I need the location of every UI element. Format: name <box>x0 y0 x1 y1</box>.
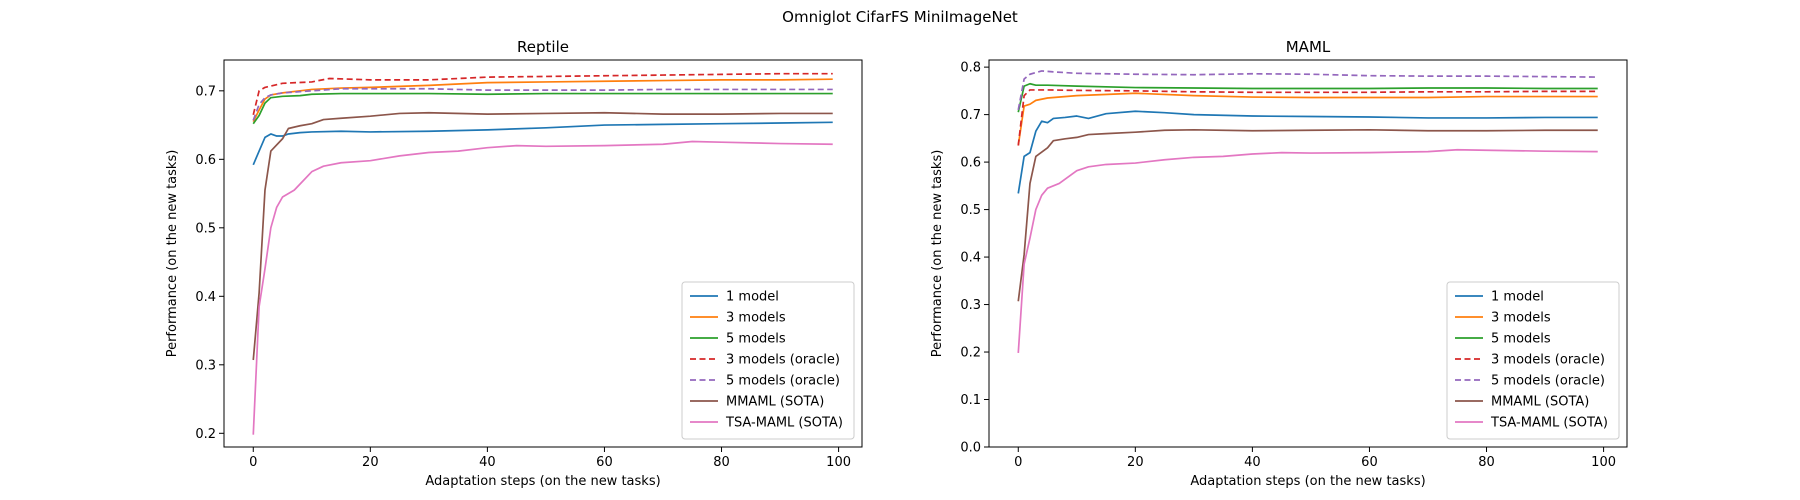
legend-label-6: TSA-MAML (SOTA) <box>725 416 843 431</box>
series-line-1 <box>252 78 833 123</box>
series-line-2 <box>1017 82 1598 113</box>
y-tick-label: 0.4 <box>960 251 981 266</box>
x-tick-label: 80 <box>713 455 730 470</box>
maml-panel: MAML 0 20 40 60 80 100 0.0 0.1 0.2 0.3 0.4 0.5 0.6 0.7… <box>930 38 1628 489</box>
x-tick-label: 0 <box>249 455 257 470</box>
x-tick-label: 40 <box>479 455 496 470</box>
legend-box <box>681 281 855 440</box>
series-line-5 <box>1017 128 1598 302</box>
x-tick-label: 60 <box>596 455 613 470</box>
legend-label-5: MMAML (SOTA) <box>1491 395 1589 410</box>
y-tick-label: 0.5 <box>195 221 216 236</box>
legend: 1 model 3 models 5 models 3 models (oracle)… <box>1446 281 1620 440</box>
y-axis-label: Performance (on the new tasks) <box>165 150 180 358</box>
legend: 1 model 3 models 5 models 3 models (oracle)… <box>681 281 855 440</box>
series-line-3 <box>252 72 833 116</box>
legend-label-2: 5 models <box>726 332 786 347</box>
series-line-0 <box>252 121 833 166</box>
series-line-2 <box>252 92 833 125</box>
legend-label-5: MMAML (SOTA) <box>726 395 824 410</box>
y-tick-label: 0.8 <box>960 61 981 76</box>
y-tick-label: 0.2 <box>195 427 216 442</box>
panel-title: MAML <box>1286 38 1331 56</box>
y-tick-label: 0.4 <box>195 290 216 305</box>
y-tick-label: 0.2 <box>960 346 981 361</box>
plot-frame <box>988 59 1628 448</box>
x-tick-label: 40 <box>1244 455 1261 470</box>
legend-label-3: 3 models (oracle) <box>1491 353 1605 368</box>
x-tick-label: 0 <box>1014 455 1022 470</box>
x-axis-label: Adaptation steps (on the new tasks) <box>425 474 660 489</box>
legend-label-0: 1 model <box>1491 290 1544 305</box>
figure-title: Omniglot CifarFS MiniImageNet <box>782 8 1018 26</box>
y-tick-label: 0.5 <box>960 203 981 218</box>
y-tick-label: 0.3 <box>960 298 981 313</box>
panel-title: Reptile <box>517 38 569 56</box>
series-line-6 <box>1017 148 1598 354</box>
legend-label-4: 5 models (oracle) <box>726 374 840 389</box>
x-axis-label: Adaptation steps (on the new tasks) <box>1190 474 1425 489</box>
series-line-0 <box>1017 110 1598 194</box>
y-axis-label: Performance (on the new tasks) <box>930 150 945 358</box>
x-tick-label: 100 <box>826 455 851 470</box>
series-line-4 <box>252 87 833 121</box>
series-line-4 <box>1017 70 1598 111</box>
legend-label-2: 5 models <box>1491 332 1551 347</box>
series-line-3 <box>1017 89 1598 146</box>
legend-box <box>1446 281 1620 440</box>
legend-label-1: 3 models <box>1491 311 1551 326</box>
y-tick-label: 0.1 <box>960 393 981 408</box>
plot-frame <box>223 59 863 448</box>
legend-label-3: 3 models (oracle) <box>726 353 840 368</box>
x-tick-label: 20 <box>362 455 379 470</box>
x-tick-label: 20 <box>1127 455 1144 470</box>
y-tick-label: 0.3 <box>195 358 216 373</box>
x-tick-label: 60 <box>1361 455 1378 470</box>
y-tick-label: 0.7 <box>195 84 216 99</box>
x-tick-label: 100 <box>1591 455 1616 470</box>
series-line-1 <box>1017 92 1598 146</box>
legend-label-1: 3 models <box>726 311 786 326</box>
x-tick-label: 80 <box>1478 455 1495 470</box>
reptile-panel: Reptile 0 20 40 60 80 100 0.2 0.3 0.4 0.5 0.6 0.7 Ada… <box>165 38 863 489</box>
y-tick-label: 0.7 <box>960 108 981 123</box>
y-tick-label: 0.6 <box>960 156 981 171</box>
legend-label-0: 1 model <box>726 290 779 305</box>
legend-label-6: TSA-MAML (SOTA) <box>1490 416 1608 431</box>
legend-label-4: 5 models (oracle) <box>1491 374 1605 389</box>
y-tick-label: 0.6 <box>195 153 216 168</box>
y-tick-label: 0.0 <box>960 441 981 456</box>
series-line-6 <box>252 140 833 435</box>
series-line-5 <box>252 111 833 361</box>
